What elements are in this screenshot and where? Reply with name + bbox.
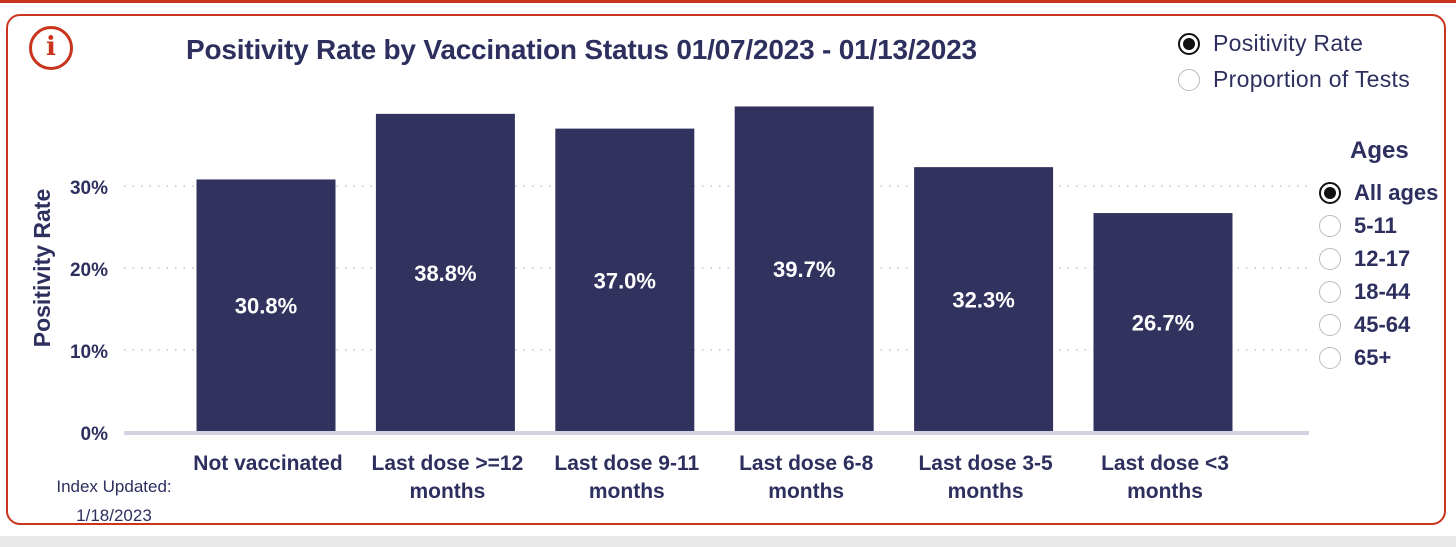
radio-label: 5-11 [1354, 213, 1397, 238]
radio-age-18-44[interactable]: 18-44 [1319, 279, 1410, 305]
bottom-bar [0, 536, 1456, 547]
radio-button-icon[interactable] [1319, 281, 1341, 303]
radio-button-icon[interactable] [1319, 347, 1341, 369]
x-category-label: months [768, 480, 844, 503]
y-tick-label: 0% [81, 424, 109, 445]
radio-age-5-11[interactable]: 5-11 [1319, 213, 1397, 239]
radio-label: 12-17 [1354, 246, 1411, 271]
x-category-label: Last dose 6-8 [739, 452, 874, 475]
radio-button-icon[interactable] [1319, 314, 1341, 336]
radio-button-icon[interactable] [1319, 248, 1341, 270]
y-tick-label: 10% [70, 342, 108, 363]
radio-age-12-17[interactable]: 12-17 [1319, 246, 1410, 272]
radio-label: 65+ [1354, 345, 1392, 370]
bar-data-label: 30.8% [235, 294, 297, 319]
x-category-label: months [1127, 480, 1203, 503]
x-category-label: Last dose >=12 [372, 452, 524, 475]
bars: 30.8% 38.8% 37.0% 39.7% 32.3% 26.7% [196, 106, 1233, 433]
y-axis-label: Positivity Rate [29, 189, 55, 348]
y-tick-label: 30% [70, 178, 108, 199]
radio-button-icon[interactable] [1319, 215, 1341, 237]
radio-label: 45-64 [1354, 312, 1411, 337]
info-icon[interactable]: i [29, 26, 73, 70]
radio-positivity-rate[interactable]: Positivity Rate [1178, 30, 1363, 57]
x-category-label: months [589, 480, 665, 503]
y-tick-label: 20% [70, 260, 108, 281]
x-category-label: Last dose 9-11 [554, 452, 699, 475]
radio-proportion-of-tests[interactable]: Proportion of Tests [1178, 66, 1410, 93]
x-category-label: Not vaccinated [193, 452, 342, 475]
chart-title: Positivity Rate by Vaccination Status 01… [186, 34, 977, 65]
bar [914, 167, 1054, 432]
radio-label: Positivity Rate [1213, 30, 1364, 56]
top-accent-line [0, 0, 1456, 3]
ages-filter-title: Ages [1350, 137, 1409, 164]
bar-data-label: 39.7% [773, 257, 835, 282]
bar [555, 128, 695, 432]
radio-label: 18-44 [1354, 279, 1411, 304]
index-updated: Index Updated: 1/18/2023 [40, 472, 188, 530]
radio-button-icon[interactable] [1178, 68, 1200, 91]
index-updated-label: Index Updated: [56, 477, 172, 496]
x-axis-baseline [124, 431, 1309, 435]
bar-data-label: 26.7% [1132, 311, 1194, 336]
index-updated-date: 1/18/2023 [76, 506, 152, 525]
bar [196, 179, 336, 432]
radio-age-all[interactable]: All ages [1319, 180, 1438, 206]
radio-label: All ages [1354, 180, 1439, 205]
x-category-label: months [948, 480, 1024, 503]
bar-data-label: 32.3% [952, 288, 1014, 313]
bar-data-label: 38.8% [414, 261, 476, 286]
radio-age-45-64[interactable]: 45-64 [1319, 312, 1410, 338]
radio-label: Proportion of Tests [1213, 66, 1411, 92]
x-category-label: months [409, 480, 485, 503]
axes: 0% 10% 20% 30% Positivity Rate Not vaccinated… [29, 178, 1309, 503]
radio-button-icon[interactable] [1319, 182, 1341, 204]
radio-age-65-plus[interactable]: 65+ [1319, 345, 1391, 371]
radio-button-icon[interactable] [1178, 32, 1200, 55]
bar-data-label: 37.0% [594, 268, 656, 293]
x-category-label: Last dose 3-5 [918, 452, 1053, 475]
bar [1093, 213, 1233, 432]
bar [734, 106, 874, 433]
bar [375, 113, 515, 432]
x-category-label: Last dose <3 [1101, 452, 1229, 475]
